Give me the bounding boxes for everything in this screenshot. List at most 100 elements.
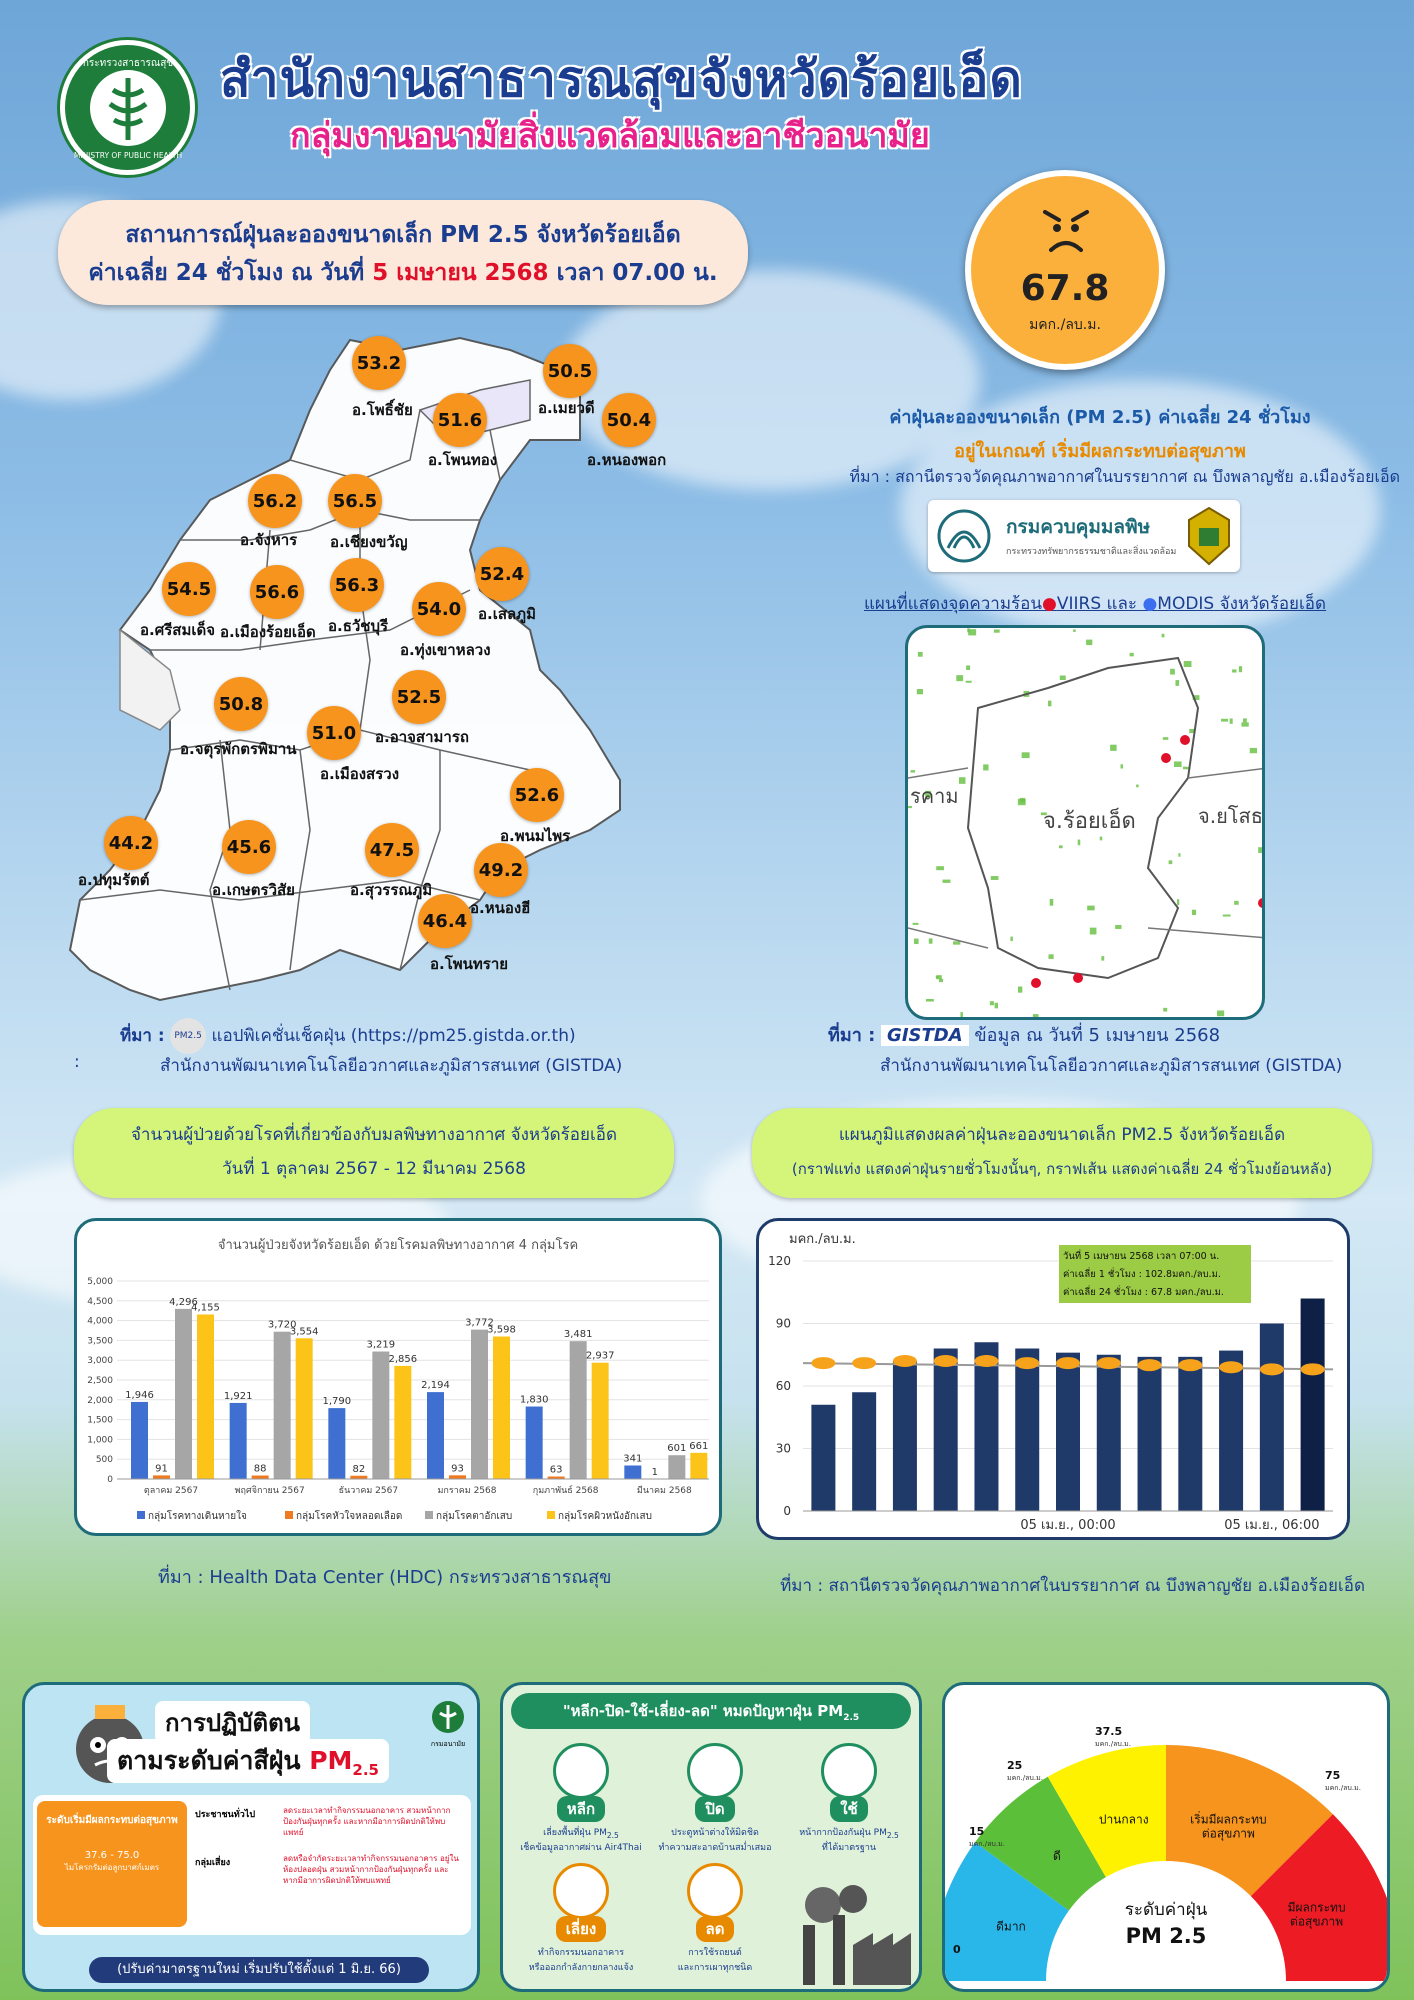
avg24-point [933, 1355, 958, 1367]
tip-item: ใช้ หน้ากากป้องกันฝุ่น PM2.5 ที่ได้มาตรฐ… [785, 1743, 913, 1855]
bar [273, 1331, 291, 1479]
gauge-threshold: 15 [969, 1825, 984, 1838]
patients-pill: จำนวนผู้ป่วยด้วยโรคที่เกี่ยวข้องกับมลพิษ… [74, 1108, 674, 1198]
angry-face-icon [1043, 210, 1089, 252]
district-value: 45.6 [222, 820, 276, 874]
ministry-logo: กระทรวงสาธารณสุข MINISTRY OF PUBLIC HEAL… [60, 40, 195, 175]
hourly-bar [1015, 1348, 1040, 1511]
hotspot-dot [1161, 753, 1171, 763]
bar [449, 1475, 466, 1479]
poster-title2: ตามระดับค่าสีฝุ่น PM2.5 [107, 1739, 389, 1783]
gauge-segment-label: เริ่มมีผลกระทบ [1190, 1810, 1266, 1826]
y-tick-label: 2,000 [87, 1396, 113, 1406]
gistda-logo: GISTDA [881, 1025, 969, 1046]
x-tick-label: มีนาคม 2568 [637, 1485, 692, 1496]
page-title: สำนักงานสาธารณสุขจังหวัดร้อยเอ็ด [220, 50, 1023, 108]
bar [668, 1455, 686, 1479]
bar-value-label: 3,554 [290, 1326, 319, 1337]
bar-value-label: 1 [652, 1467, 658, 1478]
map-source: ที่มา : PM2.5 แอปพิเคชั่นเช็คฝุ่น (https… [120, 1018, 576, 1054]
hourly-bar [1259, 1323, 1284, 1511]
legend-swatch [425, 1511, 433, 1519]
y-tick-label: 3,500 [87, 1336, 113, 1346]
hotspot-dot [1180, 735, 1190, 745]
practice-poster: การปฏิบัติตน ตามระดับค่าสีฝุ่น PM2.5 กรม… [22, 1682, 480, 1992]
district-value: 52.4 [475, 547, 529, 601]
district-name: อ.เมืองสรวง [320, 765, 400, 783]
district-value: 56.5 [328, 474, 382, 528]
district-value: 53.2 [352, 336, 406, 390]
district-value: 49.2 [474, 843, 528, 897]
district-value: 44.2 [104, 816, 158, 870]
district-name: อ.อาจสามารถ [375, 728, 469, 746]
bar-value-label: 3,481 [564, 1329, 593, 1340]
pcd-logo-sub: กระทรวงทรัพยากรธรรมชาติและสิ่งแวดล้อม [1006, 547, 1177, 557]
bar [690, 1452, 708, 1479]
bar [131, 1401, 148, 1479]
factory-icon [783, 1885, 913, 1985]
tip-item: หลีก เลี่ยงพื้นที่ฝุ่น PM2.5 เช็คข้อมูลอ… [517, 1743, 645, 1855]
district-name: อ.พนมไพร [500, 827, 571, 845]
x-tick-label: กุมภาพันธ์ 2568 [533, 1484, 599, 1496]
bar [427, 1392, 444, 1479]
district-value: 56.3 [330, 558, 384, 612]
bar [153, 1475, 170, 1479]
pcd-logo-text: กรมควบคุมมลพิษ [1006, 516, 1151, 538]
bar [229, 1402, 247, 1479]
district-value: 47.5 [365, 823, 419, 877]
bar-value-label: 2,856 [389, 1354, 418, 1365]
pm-info-line: วันที่ 5 เมษายน 2568 เวลา 07:00 น. [1063, 1249, 1219, 1262]
x-tick-label: มกราคม 2568 [438, 1486, 497, 1496]
tip-item: ปิด ประตูหน้าต่างให้มิดชิด ทำความสะอาดบ้… [651, 1743, 779, 1855]
bar-value-label: 1,946 [125, 1390, 154, 1401]
bar-value-label: 82 [352, 1464, 365, 1475]
y-tick-label: 1,500 [87, 1416, 113, 1426]
tips-poster: "หลีก-ปิด-ใช้-เลี่ยง-ลด" หมดปัญหาฝุ่น PM… [500, 1682, 922, 1992]
district-name: อ.โพนทอง [428, 451, 498, 469]
bar-value-label: 661 [689, 1441, 708, 1452]
logo-subtext: MINISTRY OF PUBLIC HEALTH [73, 151, 181, 160]
legend-label: กลุ่มโรคผิวหนังอักเสบ [558, 1509, 652, 1522]
hotspot-label-right: จ.ยโสธ [1198, 804, 1263, 828]
district-name: อ.เชียงขวัญ [330, 533, 408, 551]
district-value: 54.5 [162, 562, 216, 616]
hourly-bar [1056, 1352, 1080, 1511]
gauge-title1: ระดับค่าฝุ่น [1125, 1900, 1208, 1920]
gauge-segment-label: ต่อสุขภาพ [1202, 1826, 1255, 1841]
district-name: อ.เมืองร้อยเอ็ด [220, 623, 316, 641]
hotspot-source: ที่มา : GISTDA ข้อมูล ณ วันที่ 5 เมษายน … [828, 1025, 1221, 1046]
district-value: 52.6 [510, 768, 564, 822]
bar-value-label: 341 [623, 1453, 642, 1464]
bar-value-label: 93 [451, 1463, 464, 1474]
map-source-colon: : [74, 1052, 80, 1072]
bar [372, 1351, 390, 1479]
avg24-point [1015, 1357, 1040, 1370]
bar [547, 1476, 565, 1479]
avg24-point [1300, 1363, 1325, 1376]
bar-value-label: 601 [667, 1443, 686, 1454]
district-name: อ.ทุ่งเขาหลวง [400, 641, 491, 659]
legend-swatch [137, 1511, 145, 1519]
district-name: อ.โพธิ์ชัย [352, 401, 413, 419]
legend-swatch [285, 1511, 293, 1519]
hourly-bar [852, 1392, 877, 1511]
patients-source: ที่มา : Health Data Center (HDC) กระทรวง… [158, 1567, 612, 1588]
tip-icon [821, 1743, 877, 1799]
gauge-threshold-unit: มคก./ลบ.ม. [1095, 1740, 1131, 1748]
gauge-threshold-unit: มคก./ลบ.ม. [969, 1840, 1005, 1848]
district-name: อ.สุวรรณภูมิ [350, 881, 433, 899]
y-tick-label: 1,000 [87, 1435, 113, 1445]
district-name: อ.ศรีสมเด็จ [140, 621, 215, 639]
district-value: 50.5 [543, 344, 597, 398]
bar [493, 1336, 510, 1479]
avg24-point [1259, 1363, 1284, 1376]
bar [295, 1338, 313, 1479]
headline-date: 5 เมษายน 2568 [372, 260, 549, 286]
viirs-dot-icon: ● [1042, 594, 1057, 614]
y-tick-label: 2,500 [87, 1376, 113, 1386]
bar-value-label: 91 [155, 1463, 168, 1474]
x-tick-label: 05 เม.ย., 00:00 [1020, 1518, 1115, 1533]
tip-item: ลด การใช้รถยนต์ และการเผาทุกชนิด [651, 1863, 779, 1975]
hourly-bar [892, 1361, 917, 1511]
tip-icon [553, 1863, 609, 1919]
